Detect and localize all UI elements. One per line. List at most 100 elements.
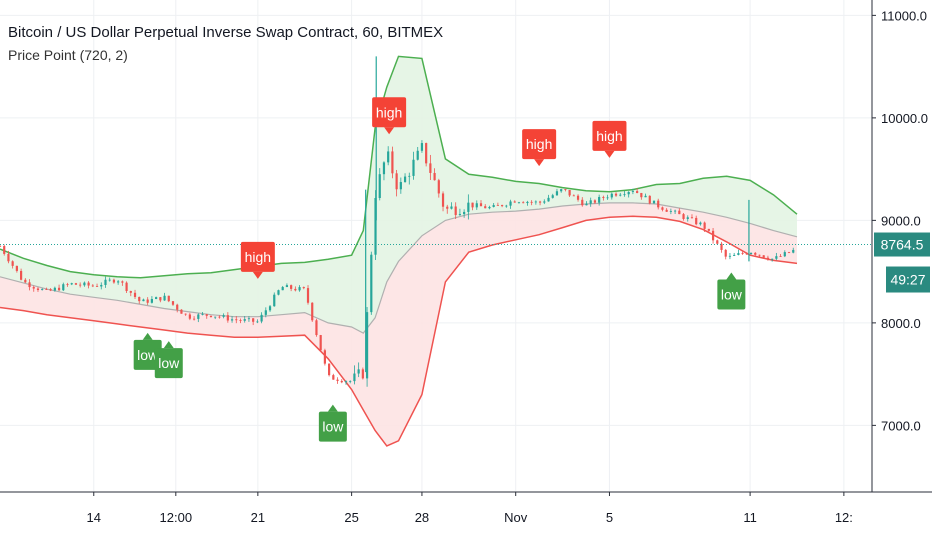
candle-body [74, 283, 78, 285]
candle-body [669, 210, 672, 212]
candle-body [581, 199, 584, 206]
candle-body [429, 163, 432, 173]
candle-body [146, 299, 149, 303]
candle-body [724, 249, 727, 257]
candle-body [121, 281, 124, 283]
candle-body [311, 302, 314, 321]
candle-body [3, 246, 6, 254]
candle-body [328, 363, 331, 376]
candle-body [41, 289, 44, 290]
high-signal-label: high [526, 136, 552, 152]
candle-body [598, 196, 601, 203]
candle-body [619, 194, 622, 196]
y-tick-label: 7000.0 [881, 418, 921, 433]
candle-body [458, 214, 462, 216]
candle-body [374, 197, 377, 255]
candle-body [66, 284, 69, 286]
candle-body [403, 176, 407, 183]
candle-body [36, 288, 40, 290]
candle-body [247, 318, 251, 320]
high-signal-box [240, 241, 275, 272]
candle-body [572, 195, 575, 197]
candle-body [787, 252, 791, 253]
candle-body [382, 162, 386, 175]
candle-body [665, 209, 668, 212]
candle-body [501, 205, 504, 207]
candle-body [610, 193, 613, 198]
candle-body [614, 193, 618, 196]
low-signal-box [133, 339, 162, 370]
candle-body [108, 279, 111, 281]
candle-body [648, 195, 651, 204]
candle-body [285, 285, 289, 288]
candle-body [450, 206, 453, 209]
high-signal-box [592, 120, 627, 151]
high-signal: high [240, 241, 275, 279]
candle-body [754, 252, 757, 255]
candle-body [534, 201, 537, 203]
high-signal-box [372, 97, 407, 128]
low-signal-label: low [322, 419, 344, 435]
candle-body [125, 282, 128, 292]
candle-body [678, 210, 681, 215]
candle-body [538, 201, 542, 203]
x-tick-label: Nov [504, 510, 528, 525]
candle-body [344, 381, 348, 383]
symbol-title: Bitcoin / US Dollar Perpetual Inverse Sw… [8, 24, 444, 41]
candle-body [560, 189, 563, 192]
candle-body [171, 301, 175, 305]
candle-body [370, 254, 373, 313]
candle-body [749, 252, 753, 255]
candle-body [252, 318, 255, 322]
lower-band-fill [0, 202, 797, 446]
candle-body [576, 195, 580, 200]
low-signal-pointer [327, 404, 338, 412]
candle-body [150, 299, 153, 303]
candle-body [53, 287, 56, 291]
candle-body [686, 217, 689, 219]
candle-body [357, 369, 360, 374]
x-tick-label: 21 [251, 510, 265, 525]
low-signal-label: low [721, 286, 743, 302]
candle-body [214, 316, 217, 318]
middle-line [0, 202, 798, 334]
candle-body [323, 350, 326, 364]
high-signal: high [522, 129, 557, 167]
band-fills [0, 56, 797, 446]
candle-body [387, 151, 390, 163]
candle-body [636, 191, 639, 193]
candle-body [159, 297, 162, 301]
candle-body [256, 321, 259, 323]
x-tick-label: 11 [743, 510, 757, 525]
candle-body [129, 291, 132, 293]
low-signal-label: low [158, 355, 180, 371]
candle-body [273, 294, 276, 307]
low-signal-label: low [137, 347, 159, 363]
candle-body [49, 289, 52, 291]
candle-body [695, 217, 698, 225]
candle-body [475, 203, 478, 208]
high-signal-pointer [384, 127, 395, 135]
candle-body [117, 281, 120, 283]
candle-body [104, 279, 107, 285]
candle-body [332, 375, 335, 380]
candle-body [133, 292, 137, 297]
candle-body [226, 315, 229, 321]
candle-body [513, 201, 516, 203]
candle-body [268, 306, 272, 311]
candle-body [555, 191, 559, 196]
x-tick-label: 25 [344, 510, 358, 525]
y-tick-label: 10000.0 [881, 111, 928, 126]
candle-body [623, 194, 626, 196]
candle-body [62, 284, 65, 291]
candle-body [7, 253, 10, 262]
y-tick-label: 11000.0 [881, 8, 927, 23]
low-signal-pointer [142, 332, 153, 340]
candle-body [716, 240, 719, 244]
candle-body [644, 195, 647, 198]
candle-body [492, 205, 495, 207]
candle-body [188, 314, 191, 319]
last-price-value: 8764.5 [881, 237, 924, 253]
